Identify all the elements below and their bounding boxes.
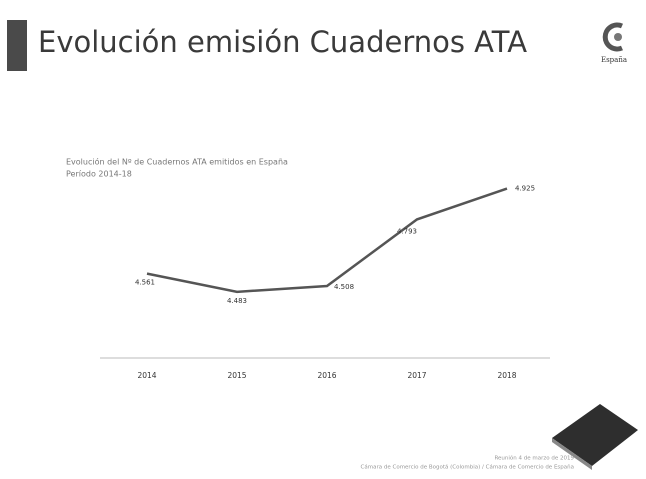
x-tick-label: 2016: [317, 371, 336, 380]
logo-mark: [602, 22, 623, 52]
title-accent: [7, 20, 27, 71]
footer-line: Cámara de Comercio de Bogotá (Colombia) …: [361, 464, 574, 471]
data-label: 4.793: [397, 227, 417, 235]
logo-text: España: [601, 56, 627, 64]
data-label: 4.925: [515, 185, 535, 193]
x-tick-label: 2015: [227, 371, 246, 380]
x-tick-label: 2014: [137, 371, 156, 380]
logo-dot: [614, 33, 622, 41]
x-tick-label: 2017: [407, 371, 426, 380]
chart-subtitle: Período 2014-18: [66, 170, 132, 179]
logo: España: [601, 22, 627, 64]
data-label: 4.561: [135, 279, 155, 287]
data-label: 4.508: [334, 283, 354, 291]
data-label: 4.483: [227, 297, 247, 305]
book-cover: [552, 404, 638, 466]
x-tick-label: 2018: [497, 371, 516, 380]
footer-line: Reunión 4 de marzo de 2019: [494, 455, 574, 462]
book: [552, 404, 638, 470]
data-line: [146, 187, 508, 294]
chart-title: Evolución del Nº de Cuadernos ATA emitid…: [66, 157, 288, 167]
slide-title: Evolución emisión Cuadernos ATA: [38, 25, 527, 59]
book-edge: [552, 438, 592, 470]
